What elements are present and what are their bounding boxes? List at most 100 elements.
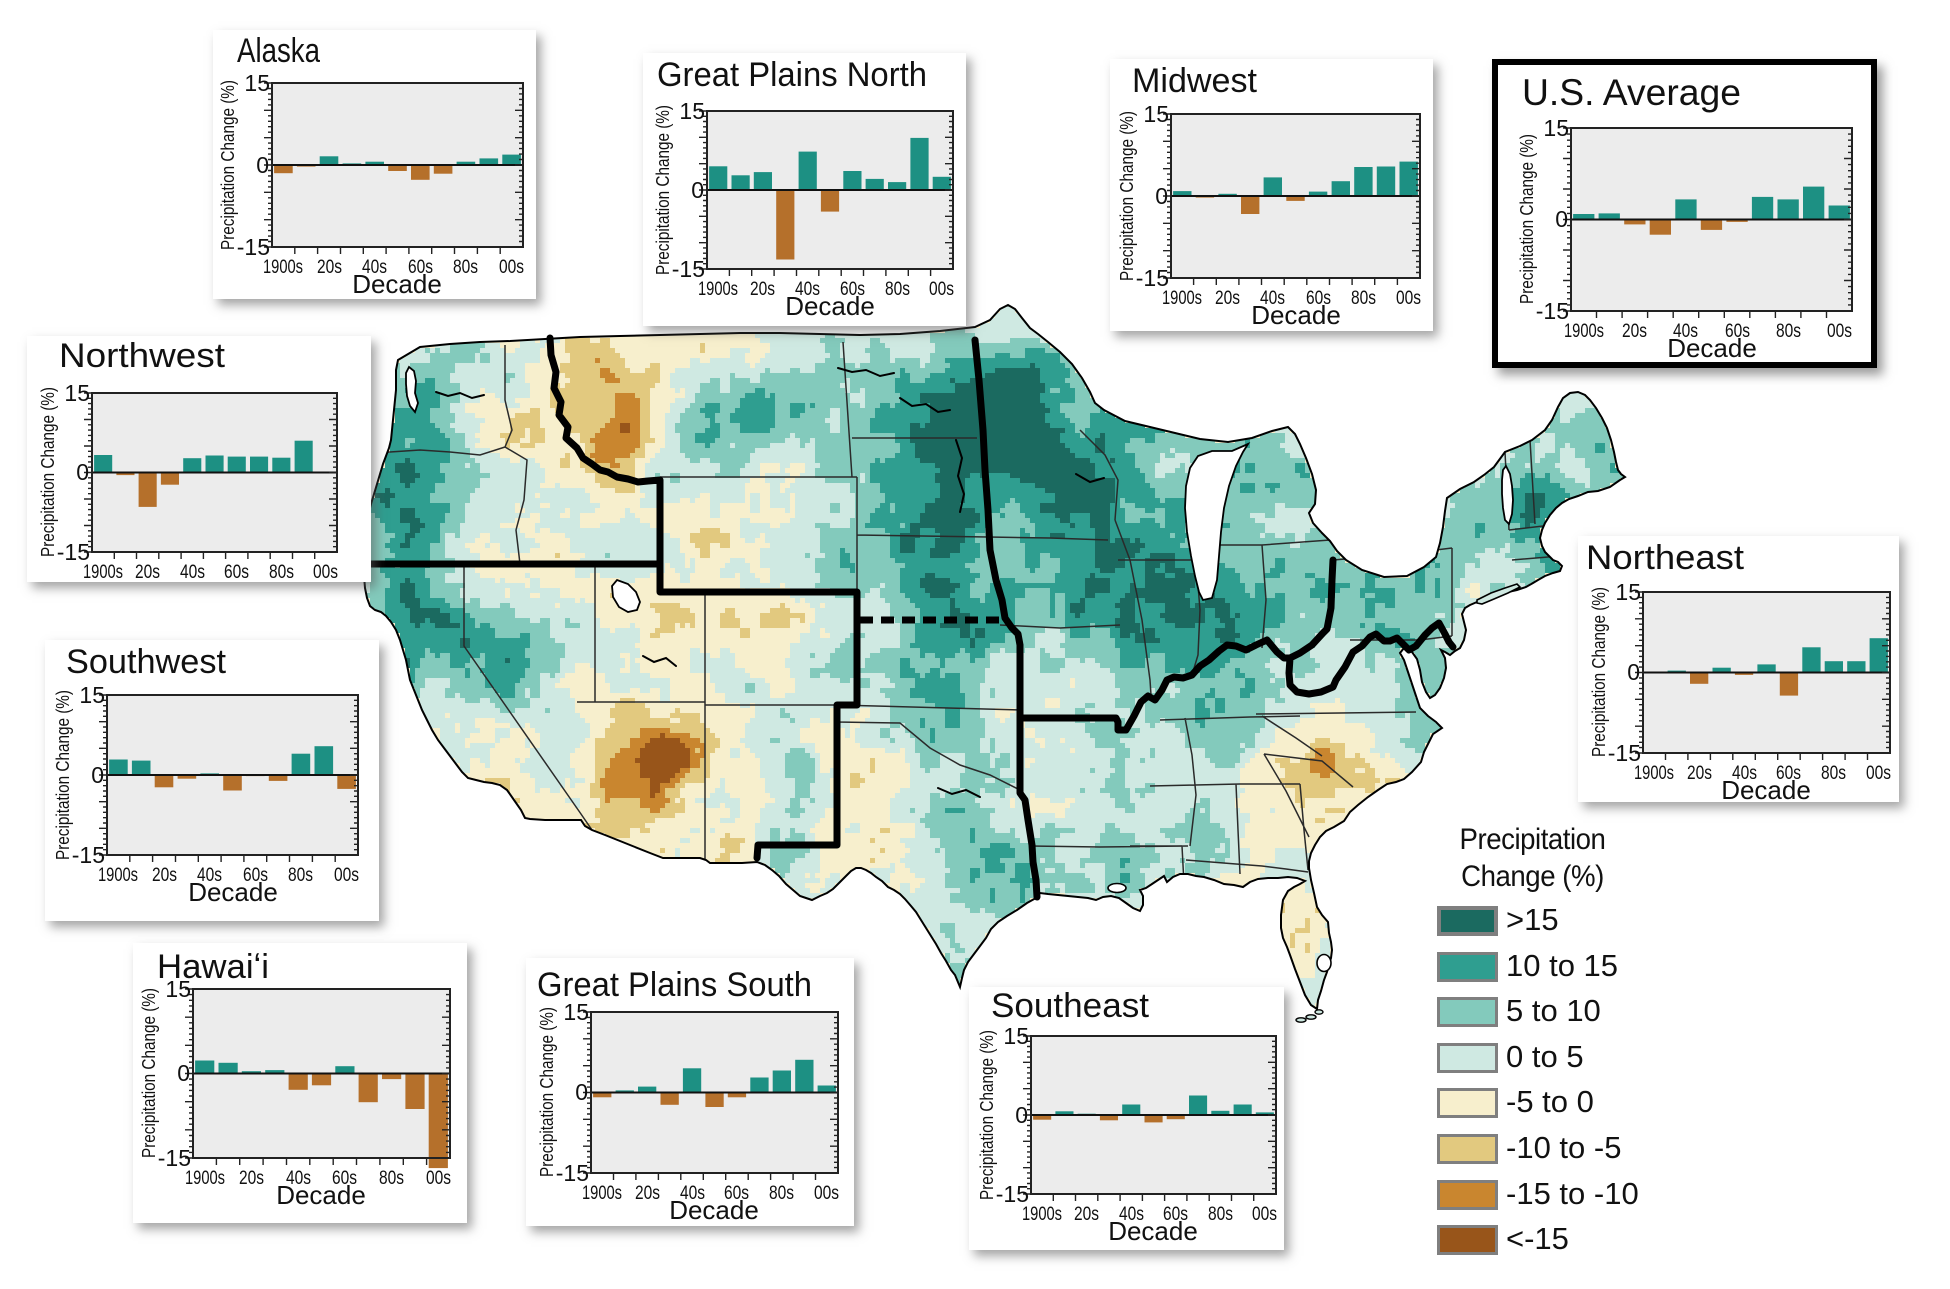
svg-text:60s: 60s bbox=[408, 257, 433, 278]
svg-text:00s: 00s bbox=[1866, 763, 1891, 784]
svg-text:0: 0 bbox=[691, 177, 704, 203]
svg-text:80s: 80s bbox=[1776, 321, 1801, 342]
svg-text:80s: 80s bbox=[1351, 288, 1376, 309]
svg-text:Decade: Decade bbox=[276, 1180, 366, 1210]
svg-text:40s: 40s bbox=[180, 562, 205, 582]
svg-text:20s: 20s bbox=[135, 562, 160, 582]
svg-text:0: 0 bbox=[575, 1079, 588, 1105]
svg-text:00s: 00s bbox=[929, 279, 954, 300]
svg-text:40s: 40s bbox=[1673, 321, 1698, 342]
svg-text:60s: 60s bbox=[840, 279, 865, 300]
svg-text:Precipitation Change (%): Precipitation Change (%) bbox=[1117, 111, 1137, 281]
svg-text:60s: 60s bbox=[1776, 763, 1801, 784]
svg-text:-15: -15 bbox=[672, 256, 705, 282]
svg-text:0: 0 bbox=[1155, 183, 1168, 209]
svg-text:-15: -15 bbox=[237, 234, 270, 260]
svg-text:Great Plains South: Great Plains South bbox=[537, 966, 812, 1004]
svg-text:-15: -15 bbox=[1608, 740, 1641, 766]
svg-text:15: 15 bbox=[64, 380, 90, 406]
svg-text:80s: 80s bbox=[269, 562, 294, 582]
svg-text:Northeast: Northeast bbox=[1586, 539, 1745, 577]
svg-text:Precipitation Change (%): Precipitation Change (%) bbox=[53, 690, 73, 860]
svg-text:Northwest: Northwest bbox=[59, 337, 226, 375]
svg-text:40s: 40s bbox=[680, 1183, 705, 1204]
svg-text:80s: 80s bbox=[379, 1168, 404, 1189]
svg-text:1900s: 1900s bbox=[698, 279, 738, 300]
svg-text:00s: 00s bbox=[334, 865, 359, 886]
svg-text:40s: 40s bbox=[197, 865, 222, 886]
svg-text:60s: 60s bbox=[243, 865, 268, 886]
svg-text:20s: 20s bbox=[1215, 288, 1240, 309]
svg-text:15: 15 bbox=[1003, 1023, 1029, 1049]
svg-text:15: 15 bbox=[563, 999, 589, 1025]
svg-text:Midwest: Midwest bbox=[1132, 62, 1258, 100]
svg-text:Decade: Decade bbox=[1721, 775, 1811, 802]
svg-text:1900s: 1900s bbox=[185, 1168, 225, 1189]
svg-text:15: 15 bbox=[244, 70, 270, 96]
svg-text:20s: 20s bbox=[152, 865, 177, 886]
svg-text:60s: 60s bbox=[224, 562, 249, 582]
svg-text:40s: 40s bbox=[286, 1168, 311, 1189]
svg-text:40s: 40s bbox=[1260, 288, 1285, 309]
svg-text:15: 15 bbox=[79, 682, 105, 708]
svg-text:60s: 60s bbox=[1725, 321, 1750, 342]
svg-text:20s: 20s bbox=[1687, 763, 1712, 784]
svg-text:60s: 60s bbox=[724, 1183, 749, 1204]
svg-text:Southeast: Southeast bbox=[991, 987, 1150, 1025]
svg-text:Decade: Decade bbox=[352, 269, 442, 299]
svg-text:Decade: Decade bbox=[669, 1195, 759, 1225]
svg-text:0: 0 bbox=[91, 762, 104, 788]
svg-text:Precipitation Change (%): Precipitation Change (%) bbox=[1517, 134, 1537, 304]
svg-text:0: 0 bbox=[76, 459, 89, 485]
svg-text:15: 15 bbox=[1543, 115, 1569, 141]
svg-text:Precipitation Change (%): Precipitation Change (%) bbox=[1589, 587, 1609, 757]
svg-text:1900s: 1900s bbox=[83, 562, 123, 582]
svg-text:Alaska: Alaska bbox=[237, 32, 320, 70]
svg-text:1900s: 1900s bbox=[1634, 763, 1674, 784]
svg-text:00s: 00s bbox=[426, 1168, 451, 1189]
svg-text:15: 15 bbox=[165, 976, 191, 1002]
svg-text:80s: 80s bbox=[288, 865, 313, 886]
svg-text:1900s: 1900s bbox=[1022, 1204, 1062, 1225]
svg-text:Hawaiʻi: Hawaiʻi bbox=[157, 948, 269, 986]
svg-text:00s: 00s bbox=[313, 562, 338, 582]
svg-text:40s: 40s bbox=[1732, 763, 1757, 784]
svg-text:Great Plains North: Great Plains North bbox=[657, 56, 927, 94]
svg-text:0: 0 bbox=[177, 1060, 190, 1086]
svg-text:0: 0 bbox=[1627, 659, 1640, 685]
svg-text:00s: 00s bbox=[499, 257, 524, 278]
svg-text:60s: 60s bbox=[1163, 1204, 1188, 1225]
svg-text:80s: 80s bbox=[1821, 763, 1846, 784]
svg-text:40s: 40s bbox=[795, 279, 820, 300]
svg-text:60s: 60s bbox=[332, 1168, 357, 1189]
svg-text:-15: -15 bbox=[57, 539, 90, 565]
svg-text:00s: 00s bbox=[1827, 321, 1852, 342]
svg-text:Precipitation Change (%): Precipitation Change (%) bbox=[977, 1030, 997, 1200]
svg-text:15: 15 bbox=[1615, 579, 1641, 605]
svg-text:-15: -15 bbox=[1136, 265, 1169, 291]
svg-text:1900s: 1900s bbox=[582, 1183, 622, 1204]
svg-text:00s: 00s bbox=[814, 1183, 839, 1204]
svg-text:20s: 20s bbox=[750, 279, 775, 300]
svg-text:Precipitation Change (%): Precipitation Change (%) bbox=[218, 80, 238, 250]
svg-text:80s: 80s bbox=[1208, 1204, 1233, 1225]
svg-text:0: 0 bbox=[1015, 1102, 1028, 1128]
svg-text:20s: 20s bbox=[635, 1183, 660, 1204]
svg-text:80s: 80s bbox=[769, 1183, 794, 1204]
svg-text:20s: 20s bbox=[317, 257, 342, 278]
svg-text:0: 0 bbox=[256, 152, 269, 178]
svg-text:20s: 20s bbox=[1074, 1204, 1099, 1225]
svg-text:-15: -15 bbox=[1536, 298, 1569, 324]
svg-text:Decade: Decade bbox=[1667, 333, 1757, 362]
svg-text:80s: 80s bbox=[453, 257, 478, 278]
svg-text:20s: 20s bbox=[239, 1168, 264, 1189]
svg-text:Decade: Decade bbox=[785, 291, 875, 321]
svg-text:1900s: 1900s bbox=[1162, 288, 1202, 309]
svg-text:Decade: Decade bbox=[1108, 1216, 1198, 1246]
svg-text:00s: 00s bbox=[1396, 288, 1421, 309]
svg-text:1900s: 1900s bbox=[98, 865, 138, 886]
svg-text:1900s: 1900s bbox=[263, 257, 303, 278]
svg-text:0: 0 bbox=[1555, 206, 1568, 232]
svg-text:Precipitation Change (%): Precipitation Change (%) bbox=[653, 105, 673, 275]
svg-text:1900s: 1900s bbox=[1564, 321, 1604, 342]
